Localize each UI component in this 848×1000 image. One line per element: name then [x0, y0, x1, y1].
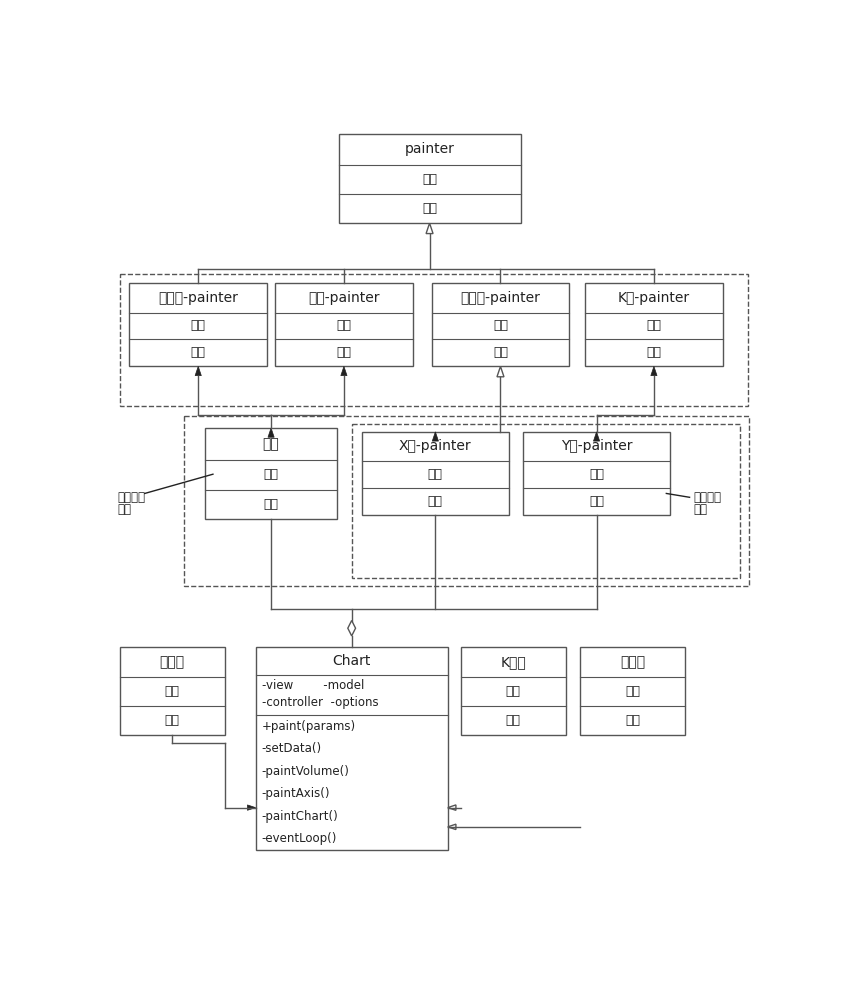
Text: 方法: 方法 — [646, 346, 661, 359]
Polygon shape — [448, 824, 456, 830]
Bar — [585, 283, 722, 366]
Text: 属性: 属性 — [625, 685, 640, 698]
Text: 手数-painter: 手数-painter — [308, 291, 380, 305]
Text: 属性: 属性 — [337, 319, 351, 332]
Text: 分时图: 分时图 — [159, 655, 185, 669]
Polygon shape — [650, 366, 657, 376]
Text: 方法: 方法 — [337, 346, 351, 359]
Text: 方法: 方法 — [589, 495, 604, 508]
Polygon shape — [448, 805, 456, 810]
Bar — [353, 424, 740, 578]
Text: 方法: 方法 — [191, 346, 206, 359]
Text: 属性: 属性 — [191, 319, 206, 332]
Text: painter: painter — [404, 142, 455, 156]
Text: 基金图: 基金图 — [620, 655, 645, 669]
Text: 方法: 方法 — [422, 202, 437, 215]
Text: 方法: 方法 — [428, 495, 443, 508]
Text: 属性: 属性 — [505, 685, 521, 698]
Text: 属性: 属性 — [264, 468, 279, 481]
Text: 方法: 方法 — [625, 714, 640, 727]
Bar — [120, 274, 748, 406]
Text: K线图: K线图 — [500, 655, 526, 669]
Polygon shape — [341, 366, 347, 376]
Polygon shape — [594, 432, 600, 441]
Polygon shape — [248, 805, 255, 810]
Text: 手势: 手势 — [263, 437, 280, 451]
Text: 方法: 方法 — [493, 346, 508, 359]
Bar — [120, 647, 225, 735]
Text: 属性: 属性 — [493, 319, 508, 332]
Polygon shape — [348, 620, 355, 636]
Bar — [255, 647, 448, 850]
Text: 组件: 组件 — [118, 503, 131, 516]
Text: 基础线-painter: 基础线-painter — [159, 291, 238, 305]
Text: 方法: 方法 — [165, 714, 180, 727]
Text: 属性: 属性 — [422, 173, 437, 186]
Bar — [523, 432, 670, 515]
Polygon shape — [426, 223, 433, 234]
Polygon shape — [432, 432, 438, 441]
Bar — [461, 647, 566, 735]
Text: -paintVolume(): -paintVolume() — [262, 765, 349, 778]
Bar — [205, 428, 337, 519]
Text: 基础图表: 基础图表 — [118, 491, 146, 504]
Bar — [338, 134, 521, 223]
Text: -view        -model: -view -model — [262, 679, 364, 692]
Text: Y轴-painter: Y轴-painter — [561, 439, 633, 453]
Text: 方法: 方法 — [505, 714, 521, 727]
Polygon shape — [195, 366, 201, 376]
Bar — [432, 283, 570, 366]
Text: 坐标轴-painter: 坐标轴-painter — [460, 291, 540, 305]
Bar — [580, 647, 685, 735]
Text: -paintAxis(): -paintAxis() — [262, 787, 330, 800]
Text: -controller  -options: -controller -options — [262, 696, 378, 709]
Bar — [362, 432, 509, 515]
Text: Chart: Chart — [332, 654, 371, 668]
Polygon shape — [497, 366, 504, 377]
Text: K线-painter: K线-painter — [618, 291, 690, 305]
Bar — [129, 283, 267, 366]
Text: 属性: 属性 — [428, 468, 443, 481]
Text: 二级图表: 二级图表 — [694, 491, 722, 504]
Text: -setData(): -setData() — [262, 742, 322, 755]
Text: 属性: 属性 — [589, 468, 604, 481]
Bar — [275, 283, 413, 366]
Text: +paint(params): +paint(params) — [262, 720, 356, 733]
Text: 属性: 属性 — [165, 685, 180, 698]
Text: -eventLoop(): -eventLoop() — [262, 832, 338, 845]
Text: X轴-painter: X轴-painter — [399, 439, 471, 453]
Text: 方法: 方法 — [264, 498, 279, 511]
Polygon shape — [268, 428, 274, 437]
Text: 组件: 组件 — [694, 503, 707, 516]
Bar — [183, 416, 750, 586]
Text: -paintChart(): -paintChart() — [262, 810, 338, 823]
Text: 属性: 属性 — [646, 319, 661, 332]
